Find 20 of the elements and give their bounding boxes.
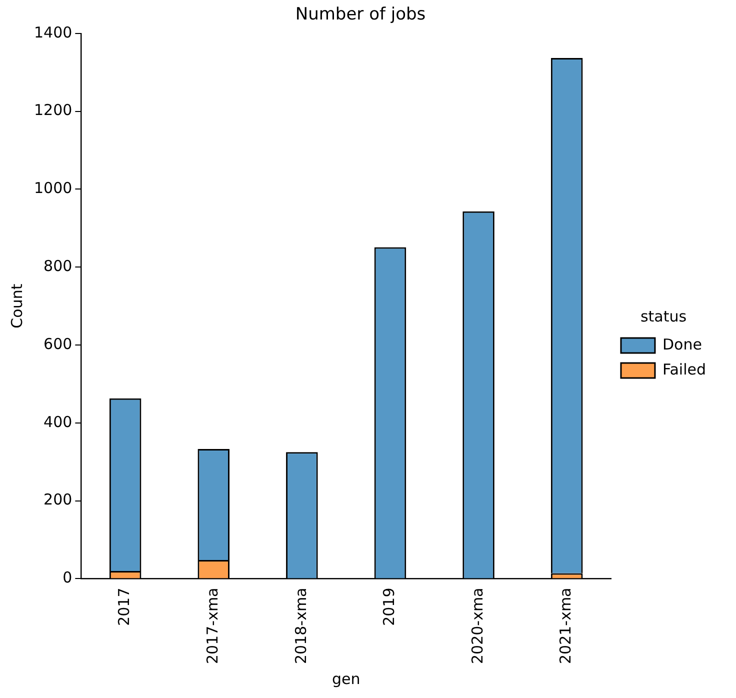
legend-title: status	[640, 307, 687, 326]
x-tick-label: 2021-xma	[556, 588, 575, 664]
x-tick-label: 2017	[115, 588, 134, 626]
x-tick-label: 2019	[380, 588, 398, 626]
y-tick-label: 800	[44, 257, 72, 276]
y-tick-label: 0	[62, 568, 72, 587]
y-tick-label: 1400	[34, 23, 72, 42]
legend-label: Failed	[662, 360, 706, 378]
y-tick-label: 1200	[34, 101, 72, 120]
y-axis-title: Count	[8, 284, 26, 328]
y-tick-label: 200	[44, 490, 72, 509]
y-tick-label: 1000	[34, 179, 72, 198]
chart-title: Number of jobs	[295, 4, 426, 25]
y-tick-label: 600	[44, 334, 72, 353]
x-axis-title: gen	[332, 670, 360, 688]
x-tick-label: 2017-xma	[204, 588, 222, 664]
x-tick-label: 2018-xma	[292, 588, 310, 664]
y-tick-label: 400	[44, 412, 72, 431]
legend-label: Done	[662, 335, 702, 354]
x-tick-label: 2020-xma	[468, 588, 486, 664]
